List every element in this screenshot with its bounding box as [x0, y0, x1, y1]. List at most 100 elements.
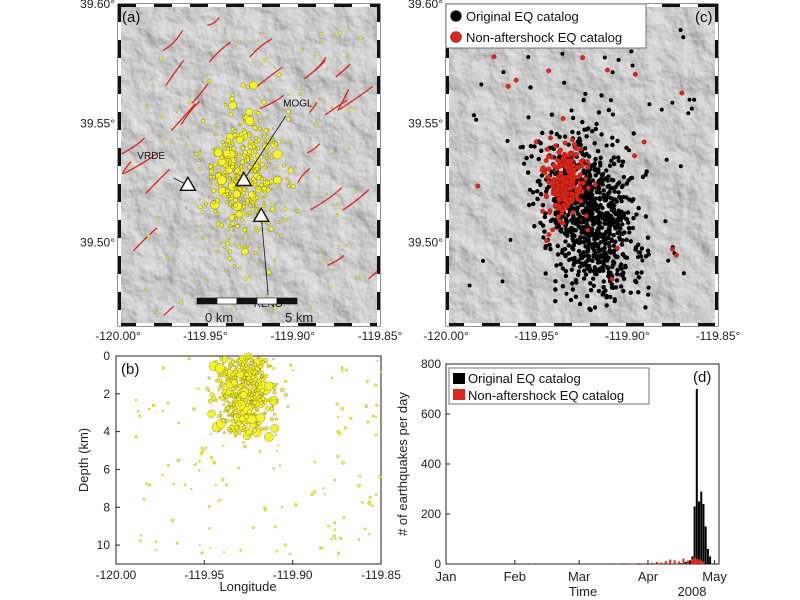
event-marker: [254, 226, 258, 231]
station-label: VRDE: [137, 151, 165, 162]
depth-event-marker: [256, 388, 260, 392]
panel-d-y-ticks: 0 200 400 600 800: [421, 357, 450, 571]
depth-event-marker: [375, 416, 378, 419]
event-marker: [273, 167, 277, 170]
depth-event-marker: [219, 395, 225, 401]
depth-event-marker: [366, 420, 370, 424]
non-aftershock-event-marker: [567, 169, 573, 175]
non-aftershock-event-marker: [580, 162, 586, 168]
non-aftershock-event-marker: [585, 164, 591, 170]
original-event-marker: [594, 189, 599, 195]
event-marker: [269, 156, 273, 160]
panel-d-bars: [531, 389, 712, 564]
original-event-marker: [560, 51, 565, 56]
fault-trace: [162, 30, 184, 52]
original-event-marker: [600, 182, 605, 187]
depth-event-marker: [258, 364, 263, 369]
original-event-marker: [601, 268, 606, 273]
original-event-marker: [573, 294, 579, 299]
event-marker: [157, 217, 161, 221]
event-marker: [287, 140, 291, 144]
event-marker: [207, 195, 211, 198]
frame-tick: [118, 148, 121, 166]
depth-event-marker: [263, 506, 266, 509]
event-marker: [260, 134, 264, 137]
depth-event-marker: [207, 505, 211, 508]
depth-event-marker: [357, 484, 361, 488]
event-marker: [175, 110, 179, 113]
original-event-marker: [628, 176, 633, 181]
original-event-marker: [602, 193, 607, 198]
depth-event-marker: [218, 385, 222, 390]
original-event-marker: [538, 220, 543, 226]
original-event-marker: [630, 225, 635, 231]
event-marker: [198, 204, 203, 209]
event-marker: [298, 93, 301, 96]
panel-b-y-tick-label: 10: [97, 538, 111, 552]
original-event-marker: [566, 243, 571, 248]
depth-event-marker: [337, 431, 342, 436]
event-marker: [239, 159, 245, 165]
depth-event-marker: [344, 368, 348, 372]
frame-tick: [698, 323, 716, 326]
original-event-marker: [604, 229, 609, 234]
event-marker: [283, 206, 288, 211]
frame-tick: [190, 4, 208, 7]
event-marker: [259, 62, 263, 66]
frame-tick: [500, 323, 518, 326]
depth-event-marker: [280, 505, 284, 509]
original-event-marker: [596, 110, 602, 115]
original-event-marker: [604, 303, 609, 308]
event-marker: [319, 250, 322, 254]
event-marker: [233, 197, 238, 203]
non-aftershock-event-marker: [553, 202, 558, 208]
depth-event-marker: [232, 385, 235, 388]
depth-event-marker: [230, 406, 234, 410]
depth-event-marker: [310, 492, 314, 497]
event-marker: [201, 118, 206, 123]
original-event-marker: [542, 229, 547, 234]
depth-event-marker: [264, 405, 270, 411]
fault-trace: [123, 152, 159, 175]
event-marker: [144, 104, 148, 108]
original-event-marker: [584, 151, 589, 157]
original-event-marker: [522, 161, 527, 166]
depth-event-marker: [336, 454, 340, 458]
event-marker: [204, 73, 208, 77]
depth-event-marker: [255, 413, 266, 423]
original-event-marker: [604, 168, 609, 173]
non-aftershock-count-bar: [638, 563, 641, 564]
event-marker: [203, 201, 208, 206]
original-event-marker: [562, 80, 567, 85]
non-aftershock-event-marker: [669, 246, 675, 252]
depth-event-marker: [275, 550, 278, 553]
frame-tick: [118, 220, 121, 238]
original-event-marker: [587, 172, 593, 178]
frame-tick: [244, 323, 262, 326]
event-marker: [211, 200, 216, 205]
non-aftershock-event-marker: [543, 158, 549, 164]
event-marker: [169, 139, 173, 143]
frame-tick: [118, 76, 121, 94]
frame-tick: [118, 40, 121, 58]
event-marker: [274, 293, 277, 296]
frame-tick: [715, 94, 718, 112]
original-event-marker: [607, 248, 612, 253]
event-marker: [359, 35, 364, 40]
depth-event-marker: [217, 389, 220, 392]
event-marker: [256, 39, 259, 42]
event-marker: [282, 163, 286, 168]
event-marker: [228, 112, 234, 118]
depth-event-marker: [236, 420, 242, 426]
event-marker: [301, 48, 304, 51]
fault-trace: [308, 102, 318, 114]
frame-tick: [118, 22, 121, 40]
depth-event-marker: [239, 415, 246, 422]
depth-event-marker: [219, 498, 222, 501]
non-aftershock-count-bar: [582, 563, 585, 564]
scale-bar-segment: [236, 297, 258, 305]
original-event-marker: [598, 240, 603, 245]
depth-event-marker: [254, 407, 258, 412]
original-event-marker: [576, 269, 582, 274]
non-aftershock-event-marker: [556, 196, 562, 202]
